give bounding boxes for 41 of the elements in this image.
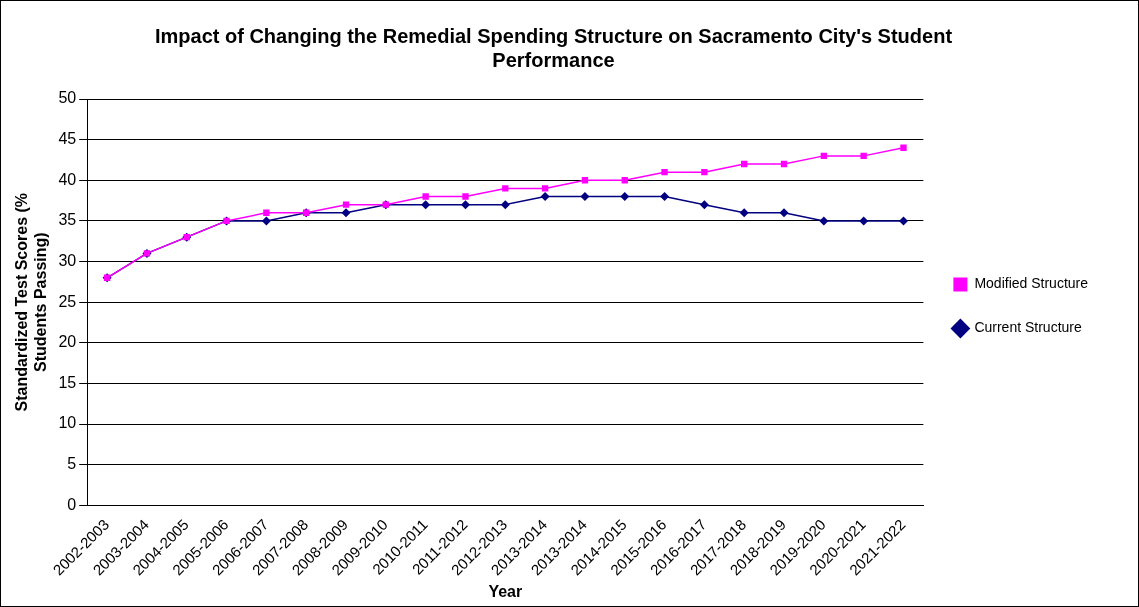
y-tick-label: 35 [58,211,77,229]
y-tick-label: 15 [58,373,77,391]
point [263,209,270,216]
point [460,200,470,210]
y-tick-label: 40 [58,170,77,188]
point [342,201,350,208]
point [779,208,789,218]
point [739,208,749,218]
point [860,152,867,160]
point [859,216,869,226]
point [500,200,510,210]
point [502,185,509,192]
point [661,168,668,176]
point [701,168,708,176]
y-tick-label: 25 [58,292,77,310]
point [422,193,429,200]
chart-title: Impact of Changing the Remedial Spending Structure on Sacramento City's Student Performance [154,24,953,71]
point [540,192,550,202]
point [898,216,908,226]
point [900,144,907,151]
point [462,193,469,200]
y-axis-title: Standardized Test Scores (% Students Passing) [13,192,50,412]
y-tick-label: 0 [67,495,77,513]
y-tick-label: 50 [58,89,77,107]
point [541,185,549,192]
y-tick-label: 20 [58,333,77,351]
point [341,208,351,218]
x-axis-title: Year [488,582,523,600]
y-tick-label: 30 [58,251,77,269]
point [699,200,709,210]
y-tick-label: 5 [67,455,77,473]
point [620,192,630,202]
point [261,216,271,226]
point [421,200,431,210]
y-tick-label: 10 [58,414,77,432]
y-tick-label: 45 [58,130,77,148]
point [580,192,590,202]
point [660,192,670,202]
legend-label: Modified Structure [974,275,1089,292]
legend-label: Current Structure [974,319,1082,336]
point [819,216,829,226]
